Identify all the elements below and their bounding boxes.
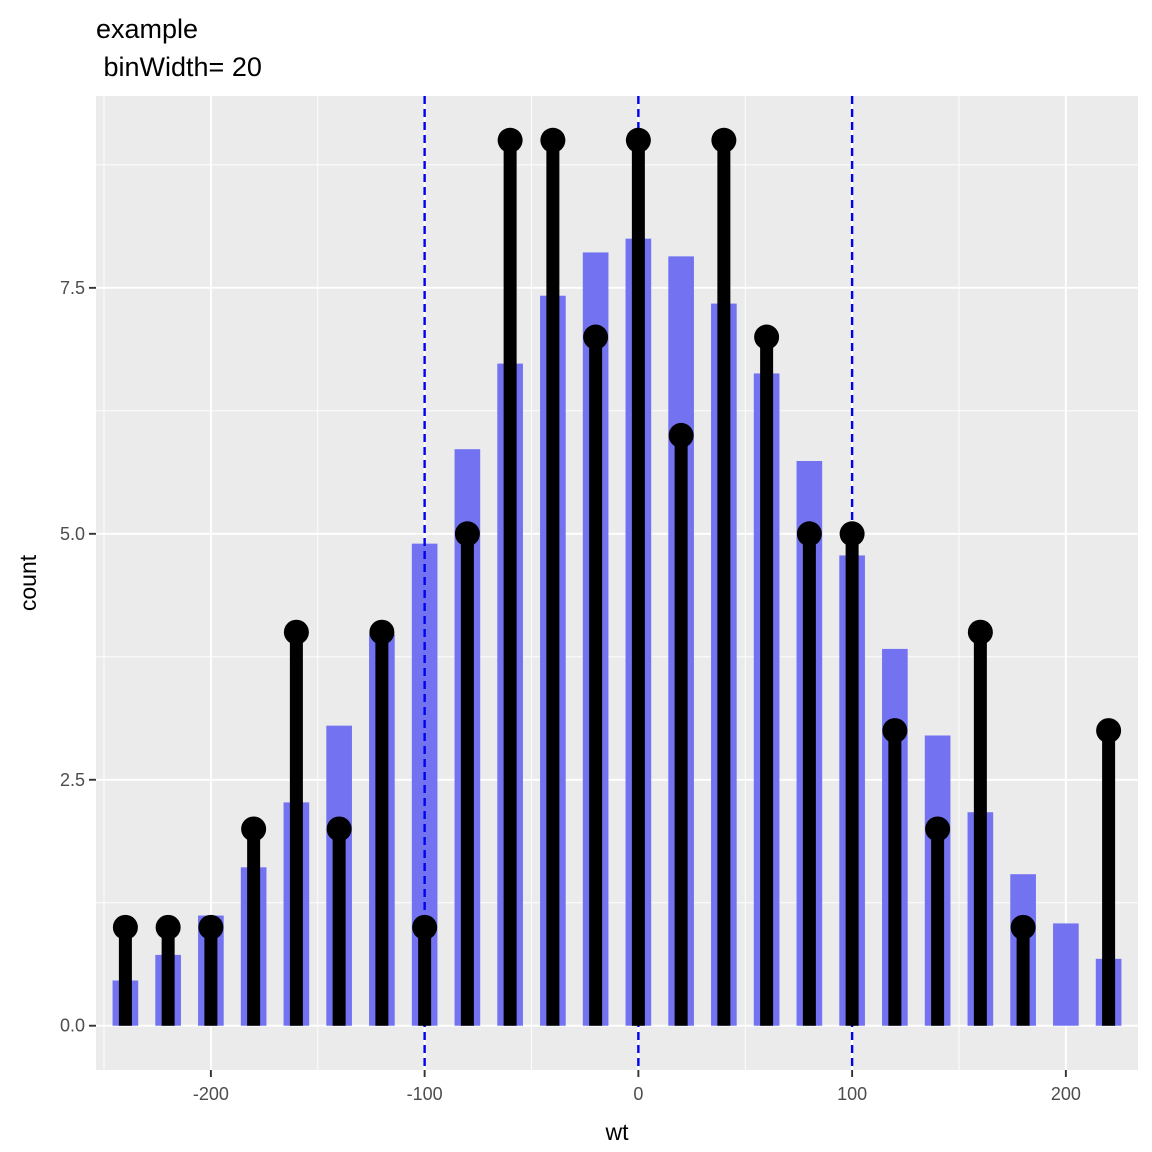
observed-point [412, 914, 438, 940]
x-tick-label: 200 [1051, 1084, 1081, 1104]
expected-bar [1053, 923, 1079, 1026]
observed-point [198, 914, 224, 940]
observed-point [155, 914, 181, 940]
observed-point [1010, 914, 1036, 940]
observed-point [711, 127, 737, 153]
observed-point [540, 127, 566, 153]
observed-point [967, 619, 993, 645]
y-axis-title: count [15, 554, 41, 611]
observed-point [668, 422, 694, 448]
observed-point [754, 324, 780, 350]
observed-lollipops [112, 127, 1122, 1026]
x-tick-label: -100 [407, 1084, 443, 1104]
x-axis: -200 -100 0 100 200 [193, 1070, 1081, 1104]
x-tick-label: -200 [193, 1084, 229, 1104]
y-tick-label: 7.5 [60, 278, 85, 298]
x-axis-title: wt [605, 1119, 630, 1145]
chart-subtitle: binWidth= 20 [96, 52, 262, 82]
y-tick-label: 2.5 [60, 770, 85, 790]
x-tick-label: 100 [837, 1084, 867, 1104]
observed-point [583, 324, 609, 350]
observed-point [241, 816, 267, 842]
observed-point [796, 521, 822, 547]
observed-point [1096, 718, 1122, 744]
observed-point [369, 619, 395, 645]
observed-point [326, 816, 352, 842]
observed-point [497, 127, 523, 153]
plot-panel [96, 96, 1138, 1070]
observed-point [283, 619, 309, 645]
y-tick-label: 5.0 [60, 524, 85, 544]
observed-point [112, 914, 138, 940]
y-axis: 0.0 2.5 5.0 7.5 [60, 278, 96, 1036]
chart-title: example [96, 14, 198, 44]
observed-point [882, 718, 908, 744]
x-tick-label: 0 [633, 1084, 643, 1104]
observed-point [454, 521, 480, 547]
y-tick-label: 0.0 [60, 1016, 85, 1036]
observed-point [839, 521, 865, 547]
observed-point [925, 816, 951, 842]
observed-point [625, 127, 651, 153]
